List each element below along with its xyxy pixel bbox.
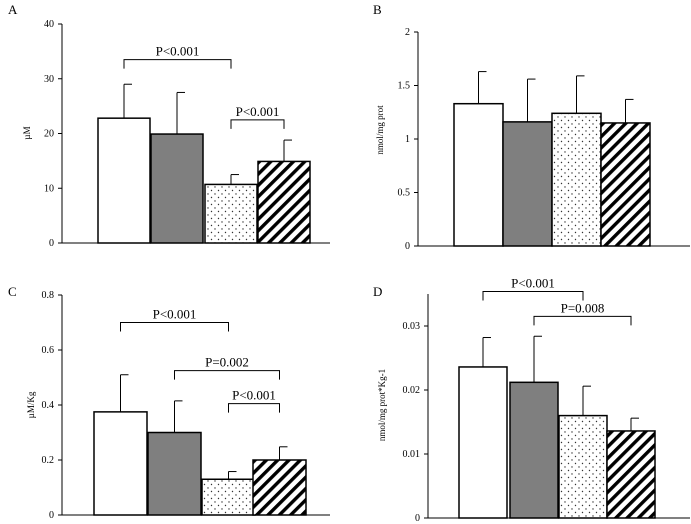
- bar-dots: [204, 183, 258, 244]
- bar-dots: [201, 478, 256, 516]
- bar-gray: [150, 133, 204, 244]
- panel-a: AµM 0 10 20 30 40 P<0.001 P<0.001: [8, 2, 330, 249]
- y-axis-label: nmol/mg prot: [375, 105, 385, 155]
- p-value-label: P=0.002: [205, 355, 249, 370]
- bar-white: [453, 102, 504, 247]
- y-tick-label: 0.2: [42, 455, 55, 466]
- significance-bracket: [482, 290, 584, 301]
- y-axis-label: µM/Kg: [26, 391, 36, 418]
- y-tick-label: 0.4: [42, 400, 55, 411]
- y-axis-label: nmol/mg prot*Kg-1: [377, 369, 387, 441]
- bar-gray: [509, 381, 559, 519]
- bar-hatch: [606, 430, 656, 519]
- bar-gray: [502, 121, 553, 247]
- p-value-label: P=0.008: [561, 300, 605, 315]
- bar-hatch: [257, 160, 311, 244]
- panel-label: B: [373, 2, 382, 17]
- y-axis-label: µM: [22, 126, 32, 139]
- p-value-label: P<0.001: [511, 275, 555, 290]
- y-tick-label: 10: [44, 183, 54, 194]
- bar-hatch: [600, 122, 651, 247]
- y-tick-label: 0.5: [398, 188, 411, 199]
- p-value-label: P<0.001: [156, 44, 200, 59]
- y-tick-label: 1.5: [398, 81, 411, 92]
- significance-bracket: [228, 403, 280, 413]
- y-tick-label: 0.02: [403, 385, 421, 396]
- bar-white: [458, 366, 508, 519]
- y-tick-label: 0: [415, 513, 420, 524]
- y-tick-label: 0: [49, 510, 54, 521]
- y-tick-label: 0: [49, 238, 54, 249]
- y-tick-label: 0.8: [42, 290, 55, 301]
- p-value-label: P<0.001: [236, 104, 280, 119]
- y-tick-label: 30: [44, 74, 54, 85]
- significance-bracket: [123, 59, 232, 69]
- significance-bracket: [174, 370, 280, 380]
- bar-dots: [551, 112, 602, 247]
- y-tick-label: 2: [405, 27, 410, 38]
- y-tick-label: 0.03: [403, 321, 421, 332]
- y-tick-label: 20: [44, 129, 54, 140]
- bar-hatch: [252, 459, 307, 516]
- y-tick-label: 40: [44, 19, 54, 30]
- significance-bracket: [533, 315, 632, 326]
- significance-bracket: [230, 119, 285, 129]
- significance-bracket: [120, 322, 229, 332]
- panel-label: D: [373, 284, 382, 299]
- bar-white: [97, 117, 151, 244]
- y-tick-label: 1: [405, 134, 410, 145]
- bar-white: [93, 411, 148, 516]
- y-tick-label: 0.01: [403, 449, 421, 460]
- bar-gray: [147, 431, 202, 516]
- bar-dots: [558, 414, 608, 519]
- p-value-label: P<0.001: [232, 388, 276, 403]
- y-tick-label: 0: [405, 241, 410, 252]
- panel-c: CµM/Kg 0 0.2 0.4 0.6 0.8 P<0.001 P=0.002 P<0.001: [8, 284, 330, 521]
- panel-label: A: [8, 2, 18, 17]
- panel-label: C: [8, 284, 17, 299]
- p-value-label: P<0.001: [153, 307, 197, 322]
- y-tick-label: 0.6: [42, 345, 55, 356]
